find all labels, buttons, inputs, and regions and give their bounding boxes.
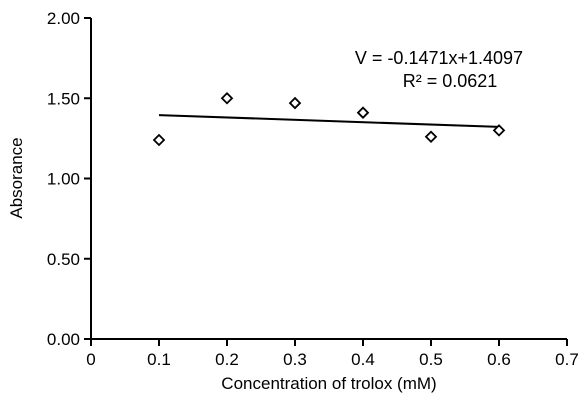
trendline-r-squared: R² = 0.0621 [403, 71, 498, 91]
y-tick-label: 0.00 [47, 330, 80, 349]
trendline-group [158, 114, 500, 128]
x-tick-label: 0.3 [283, 350, 307, 369]
y-tick-label: 0.50 [47, 250, 80, 269]
x-tick-label: 0.7 [555, 350, 579, 369]
trendline [158, 114, 500, 128]
y-tick-label: 1.50 [47, 89, 80, 108]
y-tick-label: 1.00 [47, 170, 80, 189]
x-tick-label: 0.1 [147, 350, 171, 369]
ticks: 0.00 0.50 1.00 1.50 2.00 0 0.1 0.2 0.3 0.4 0.5 0.6 0… [47, 9, 579, 369]
x-axis-label: Concentration of trolox (mM) [221, 374, 436, 393]
data-point [220, 91, 234, 105]
x-tick-label: 0.6 [487, 350, 511, 369]
data-point [288, 96, 302, 110]
data-point [424, 130, 438, 144]
y-axis-label: Absorance [7, 137, 26, 218]
data-point [356, 106, 370, 119]
y-tick-label: 2.00 [47, 9, 80, 28]
trendline-equation: V = -0.1471x+1.4097 [355, 48, 523, 68]
data-point [152, 133, 166, 147]
data-points [152, 91, 506, 147]
x-tick-label: 0 [86, 350, 95, 369]
x-tick-label: 0.5 [419, 350, 443, 369]
x-tick-label: 0.2 [215, 350, 239, 369]
data-point [492, 124, 506, 137]
x-tick-label: 0.4 [351, 350, 375, 369]
